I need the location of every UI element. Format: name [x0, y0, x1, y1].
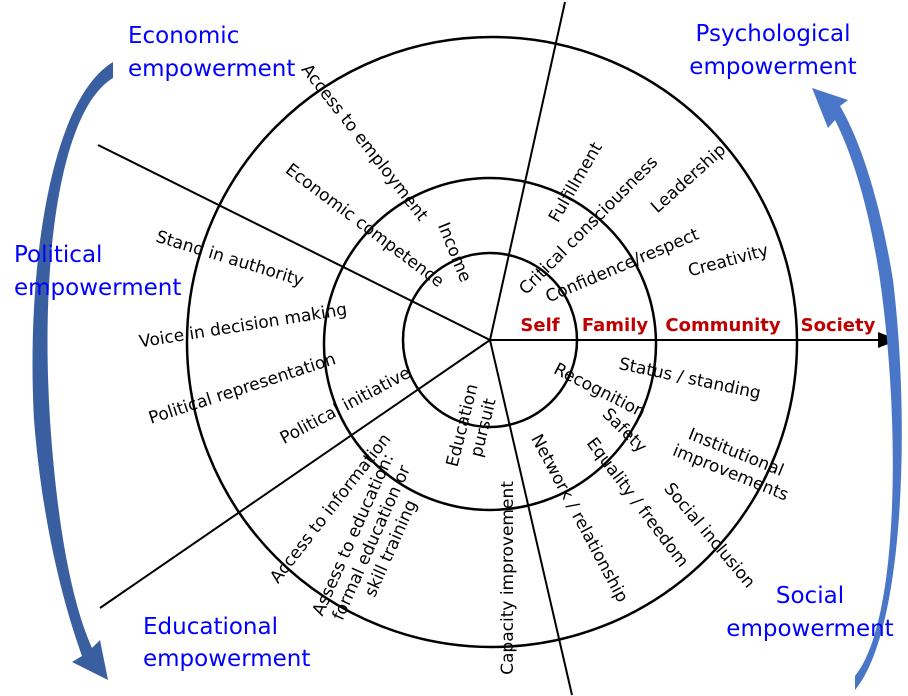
dimension-educational: Educational empowerment	[143, 614, 310, 672]
item-assess-education: Assess to education: formal education or…	[309, 446, 437, 636]
dimension-psychological: Psychological empowerment	[689, 21, 856, 80]
community-circle	[185, 35, 799, 649]
dimension-economic: Economic empowerment	[128, 23, 295, 82]
divider-line	[99, 339, 491, 609]
item-institutional: Institutional improvements	[670, 421, 799, 505]
item-economic-competence: Economic competence	[281, 160, 447, 292]
ring-family: Family	[582, 315, 648, 336]
cycle-arrow-right	[812, 88, 902, 690]
item-leadership: Leadership	[647, 140, 730, 217]
divider-line	[489, 1, 566, 341]
family-circle	[322, 176, 658, 512]
divider-line	[489, 339, 573, 696]
ring-self: Self	[520, 315, 559, 336]
item-voice: Voice in decision making	[138, 300, 349, 353]
dimension-social: Social empowerment	[726, 583, 893, 642]
item-status: Status / standing	[617, 354, 763, 404]
dimension-political: Political empowerment	[14, 242, 181, 301]
cycle-arrow-left	[32, 62, 113, 680]
ring-community: Community	[665, 315, 780, 336]
ring-society: Society	[801, 315, 876, 336]
item-creativity: Creativity	[686, 241, 771, 282]
divider-line	[97, 144, 491, 341]
item-capacity: Capacity improvement	[498, 481, 518, 675]
item-education-pursuit: Education pursuit	[443, 377, 505, 474]
